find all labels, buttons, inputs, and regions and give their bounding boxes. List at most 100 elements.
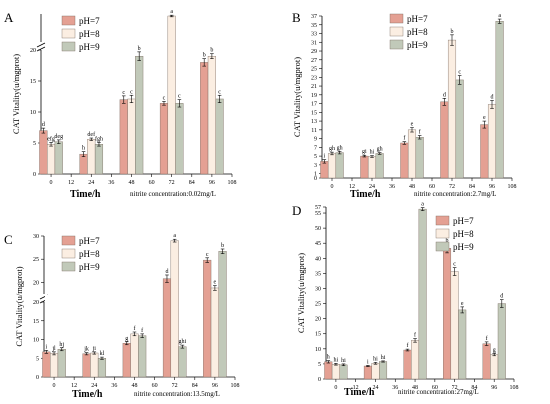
significance-label: e [461, 301, 464, 307]
y-tick-label: 20 [30, 48, 36, 54]
x-tick-label: 108 [508, 184, 517, 190]
significance-label: b [203, 53, 206, 59]
bar-ph9 [178, 346, 187, 378]
legend-swatch [61, 15, 76, 26]
significance-label: d [42, 122, 45, 128]
significance-label: b [138, 46, 141, 52]
x-tick-label: 48 [409, 184, 415, 190]
significance-label: deg [54, 134, 63, 140]
y-tick-label: 11 [311, 128, 317, 134]
x-tick-label: 60 [429, 184, 435, 190]
significance-label: gh [337, 145, 343, 151]
x-tick-label: 72 [172, 383, 178, 389]
significance-label: f [133, 325, 135, 332]
legend-swatch [435, 215, 450, 226]
bar-ph9 [97, 358, 107, 378]
legend-label: pH=7 [453, 216, 474, 226]
bar-ph8 [210, 287, 219, 378]
panel-label: B [292, 10, 301, 25]
bar-ph7 [363, 365, 372, 380]
significance-label: c [122, 90, 125, 96]
y-tick-label: 35 [315, 271, 321, 277]
nitrite-note: nitrite concentration:2.7mg/L [414, 190, 496, 198]
significance-label: c [130, 89, 133, 95]
bar-ph7 [443, 248, 452, 380]
x-axis-title: Time/h [344, 387, 375, 398]
bar-ph7 [360, 155, 369, 179]
x-tick-label: 0 [331, 184, 334, 190]
y-tick-label: 7 [314, 145, 317, 151]
panel-c: C 0 5 10 15 20 20 25 30 0 12 24 36 48 60 72 84 96 108 CAT V… [4, 232, 240, 400]
significance-label: gh [329, 146, 335, 152]
significance-label: hj [59, 342, 64, 348]
legend-swatch [389, 39, 404, 50]
significance-label: efg [47, 135, 55, 142]
significance-label: i [46, 344, 48, 350]
bar-ph8 [490, 354, 499, 380]
legend-label: pH=7 [407, 14, 428, 24]
y-tick-label: 3 [314, 163, 317, 169]
bar-ph8 [450, 271, 459, 380]
significance-label: def [87, 131, 95, 138]
x-tick-label: 60 [152, 383, 158, 389]
y-tick-label: 23 [311, 75, 317, 81]
significance-label: d [500, 294, 503, 300]
legend-swatch [61, 41, 76, 52]
y-tick-label: 17 [311, 102, 317, 108]
bar-ph7 [324, 361, 333, 380]
significance-label: i [367, 359, 369, 365]
x-tick-label: 72 [449, 184, 455, 190]
x-tick-label: 36 [389, 184, 395, 190]
y-tick-label: 25 [311, 67, 317, 73]
bar-ph8 [487, 104, 497, 179]
bar-ph7 [119, 99, 128, 175]
significance-label: e [214, 280, 217, 286]
x-tick-label: 12 [71, 383, 77, 389]
x-axis-title: Time/h [72, 389, 103, 400]
bar-ph9 [335, 152, 344, 179]
bar-ph7 [39, 130, 48, 175]
legend-label: pH=8 [79, 29, 100, 39]
panel-label: A [4, 10, 14, 25]
bar-ph7 [82, 353, 91, 378]
y-tick-label: 10 [315, 347, 321, 353]
significance-label: g [493, 347, 496, 353]
legend-swatch [389, 13, 404, 24]
y-tick-label: 35 [311, 23, 317, 29]
significance-label: f [403, 135, 405, 142]
bar-ph9 [218, 251, 227, 378]
y-tick-label: 5 [36, 356, 39, 362]
y-tick-label: 25 [315, 302, 321, 308]
bar-ph7 [400, 142, 409, 179]
bar-ph7 [122, 343, 131, 378]
legend-label: pH=8 [407, 27, 428, 37]
bar-ph8 [367, 156, 377, 179]
panel-label: D [292, 203, 301, 218]
y-tick-label: 40 [315, 256, 321, 262]
significance-label: h [327, 355, 330, 361]
significance-label: hi [381, 355, 386, 361]
x-tick-label: 12 [349, 184, 355, 190]
significance-label: e [483, 115, 486, 121]
y-tick-label: 19 [311, 93, 317, 99]
bar-ph7 [79, 153, 88, 175]
significance-label: c [178, 94, 181, 100]
bar-ph9 [415, 137, 424, 179]
bar-ph9 [138, 335, 147, 378]
legend-swatch [389, 26, 404, 37]
axis-break-mark [36, 42, 46, 48]
y-tick-label: 20 [315, 317, 321, 323]
significance-label: b [210, 48, 213, 54]
significance-label: c [458, 70, 461, 76]
significance-label: jk [83, 347, 89, 353]
x-tick-label: 36 [108, 180, 114, 186]
bar-ph9 [497, 303, 506, 380]
y-tick-label: 21 [311, 84, 317, 90]
legend-swatch [61, 248, 76, 259]
significance-label: f [141, 327, 143, 334]
legend-swatch [435, 228, 450, 239]
bar-ph9 [379, 361, 388, 380]
legend-swatch [435, 241, 450, 252]
bar-ph7 [203, 259, 212, 378]
